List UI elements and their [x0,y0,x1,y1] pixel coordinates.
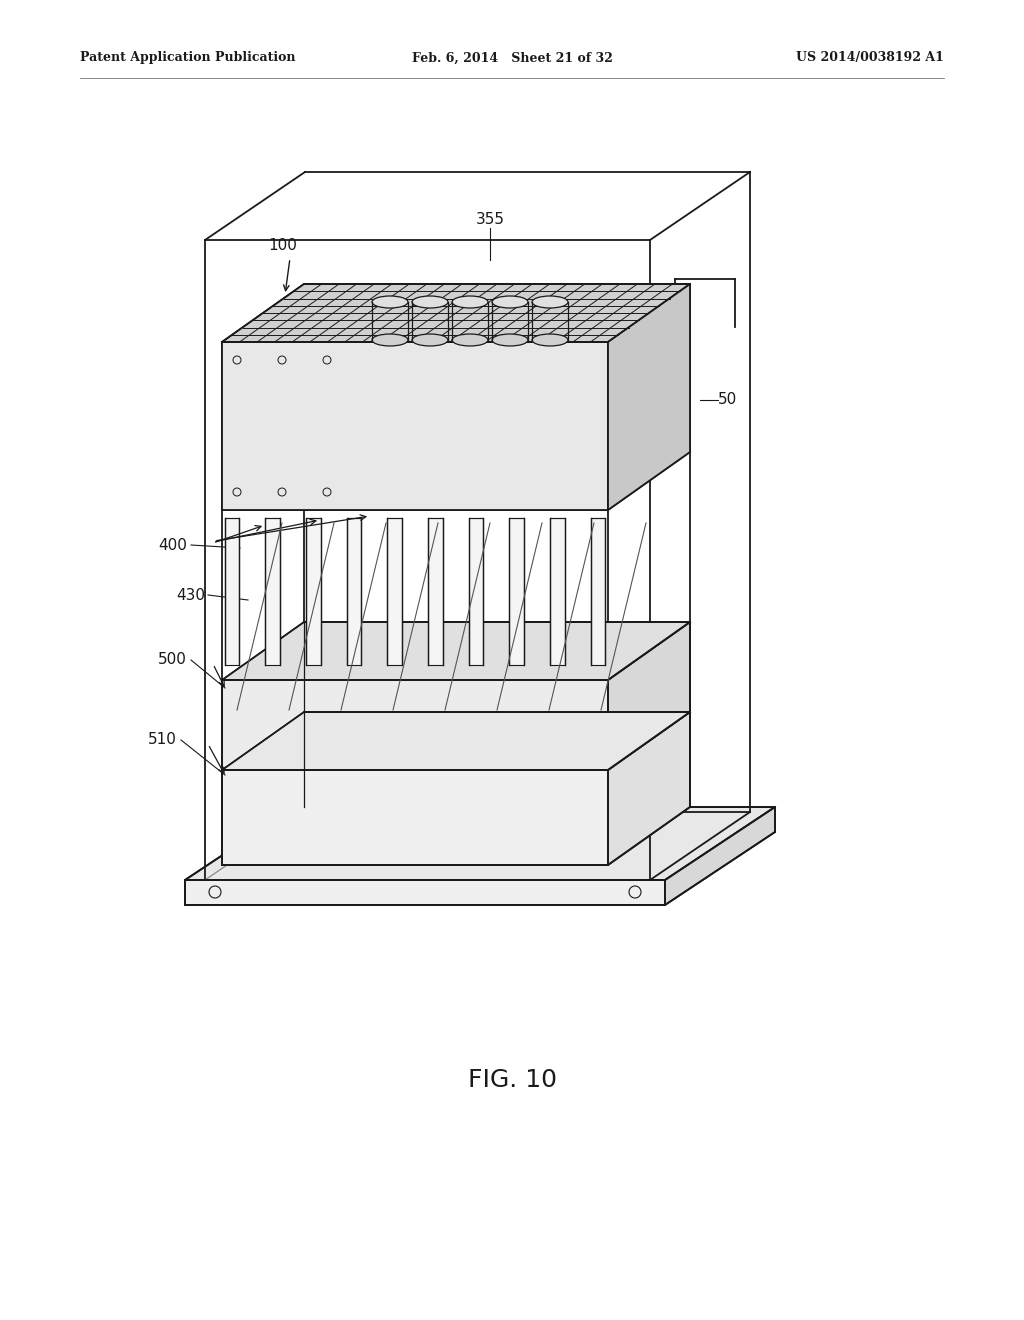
Polygon shape [222,622,690,680]
Polygon shape [222,770,608,865]
Ellipse shape [412,334,449,346]
Polygon shape [222,342,608,510]
Text: 500: 500 [158,652,187,668]
Text: 430: 430 [176,587,205,602]
Polygon shape [185,807,775,880]
Text: 400: 400 [158,537,187,553]
Polygon shape [222,284,690,342]
Ellipse shape [412,296,449,308]
Polygon shape [306,517,321,665]
Ellipse shape [372,296,408,308]
Ellipse shape [452,296,488,308]
Ellipse shape [492,296,528,308]
Ellipse shape [532,334,568,346]
Text: 355: 355 [475,213,505,227]
Ellipse shape [532,296,568,308]
Polygon shape [665,807,775,906]
Polygon shape [222,680,608,770]
Polygon shape [591,517,605,665]
Polygon shape [222,711,690,770]
Polygon shape [428,517,442,665]
Polygon shape [608,622,690,770]
Text: Patent Application Publication: Patent Application Publication [80,51,296,65]
Polygon shape [347,517,361,665]
Text: US 2014/0038192 A1: US 2014/0038192 A1 [796,51,944,65]
Ellipse shape [452,334,488,346]
Text: FIG. 10: FIG. 10 [468,1068,556,1092]
Polygon shape [225,517,240,665]
Text: 50: 50 [718,392,737,408]
Polygon shape [608,284,690,510]
Polygon shape [469,517,483,665]
Text: 510: 510 [148,733,177,747]
Polygon shape [510,517,524,665]
Polygon shape [387,517,401,665]
Text: Feb. 6, 2014   Sheet 21 of 32: Feb. 6, 2014 Sheet 21 of 32 [412,51,612,65]
Text: 100: 100 [268,238,297,252]
Polygon shape [550,517,564,665]
Polygon shape [608,711,690,865]
Ellipse shape [372,334,408,346]
Ellipse shape [492,334,528,346]
Polygon shape [185,880,665,906]
Polygon shape [265,517,280,665]
